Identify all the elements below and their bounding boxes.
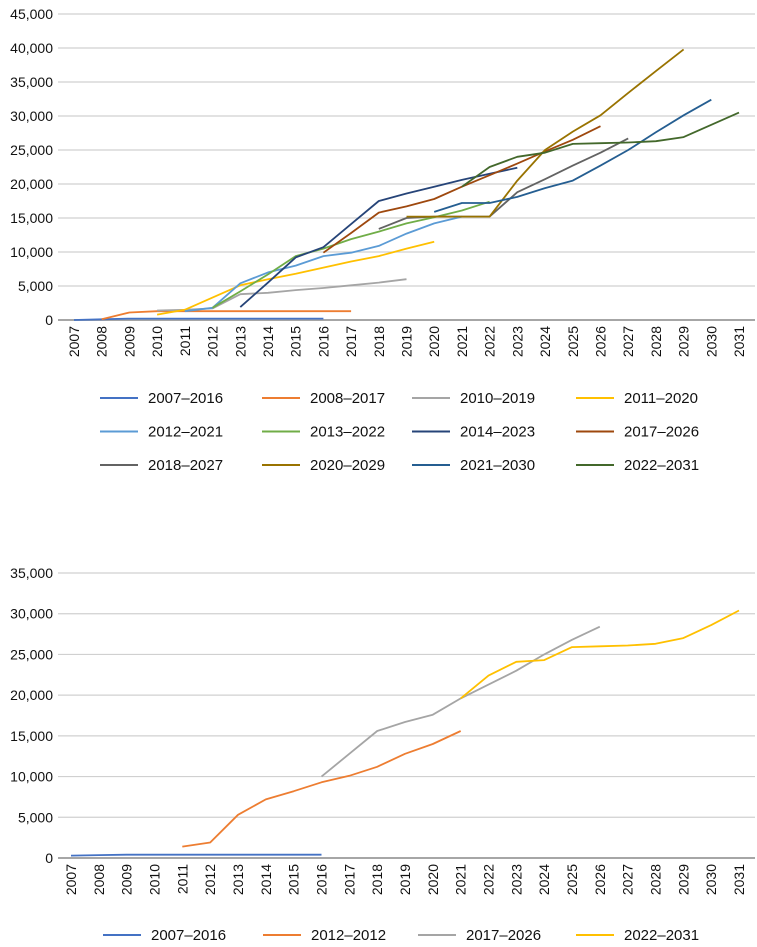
x-tick-label: 2017: [343, 326, 359, 357]
legend-label: 2008–2017: [310, 390, 385, 407]
x-tick-label: 2011: [177, 326, 193, 356]
x-tick-label: 2025: [564, 864, 580, 895]
x-tick-label: 2015: [286, 864, 302, 895]
x-tick-label: 2018: [369, 864, 385, 895]
x-tick-label: 2019: [399, 326, 415, 357]
x-tick-label: 2026: [592, 326, 608, 357]
x-tick-label: 2021: [454, 326, 470, 357]
legend-label: 2011–2020: [624, 390, 698, 407]
x-tick-label: 2031: [731, 326, 747, 357]
y-tick-label: 20,000: [10, 176, 53, 192]
x-tick-label: 2027: [620, 326, 636, 357]
y-tick-label: 20,000: [10, 687, 53, 703]
series-line-2012-2021: [184, 215, 463, 313]
y-tick-label: 0: [45, 312, 53, 328]
x-tick-label: 2021: [453, 864, 469, 895]
y-tick-label: 25,000: [10, 142, 53, 158]
x-tick-label: 2020: [425, 864, 441, 895]
x-tick-label: 2012: [205, 326, 221, 357]
x-tick-label: 2009: [119, 864, 135, 895]
legend-label: 2014–2023: [460, 424, 535, 441]
x-tick-label: 2022: [482, 326, 498, 357]
x-tick-label: 2027: [620, 864, 636, 895]
x-tick-label: 2022: [481, 864, 497, 895]
x-tick-label: 2031: [731, 864, 747, 895]
y-tick-label: 0: [45, 850, 53, 866]
x-tick-label: 2016: [315, 326, 331, 357]
legend-label: 2010–2019: [460, 390, 535, 407]
x-tick-label: 2014: [260, 326, 276, 357]
series-line-2008-2017: [101, 310, 352, 321]
series-line-2013-2022: [212, 200, 490, 309]
series-line-2014-2023: [239, 166, 518, 308]
x-tick-label: 2007: [66, 326, 82, 357]
x-tick-label: 2030: [703, 326, 719, 357]
x-tick-label: 2029: [676, 326, 692, 357]
x-tick-label: 2024: [536, 864, 552, 895]
legend-label: 2007–2016: [151, 927, 226, 944]
x-tick-label: 2009: [121, 326, 137, 357]
x-tick-label: 2013: [230, 864, 246, 895]
y-tick-label: 5,000: [18, 278, 53, 294]
y-tick-label: 10,000: [10, 244, 53, 260]
series-line-2017-2026: [320, 625, 601, 778]
series-line-2007-2016: [70, 853, 322, 857]
x-tick-label: 2019: [397, 864, 413, 895]
x-tick-label: 2011: [174, 864, 190, 894]
x-tick-label: 2008: [91, 864, 107, 895]
x-tick-label: 2028: [648, 326, 664, 357]
series-line-2012-2012: [182, 730, 462, 848]
x-tick-label: 2010: [147, 864, 163, 895]
y-tick-label: 10,000: [10, 769, 53, 785]
x-tick-label: 2028: [648, 864, 664, 895]
x-tick-label: 2014: [258, 864, 274, 895]
series-line-2022-2031: [461, 111, 740, 188]
series-line-2021-2030: [433, 98, 712, 213]
y-tick-label: 35,000: [10, 565, 53, 581]
x-tick-label: 2030: [703, 864, 719, 895]
y-tick-label: 15,000: [10, 728, 53, 744]
legend-label: 2022–2031: [624, 457, 699, 474]
series-line-2007-2016: [73, 317, 324, 321]
x-tick-label: 2029: [675, 864, 691, 895]
legend-label: 2022–2031: [624, 927, 699, 944]
x-tick-label: 2024: [537, 326, 553, 357]
y-tick-label: 5,000: [18, 809, 53, 825]
legend-label: 2017–2026: [466, 927, 541, 944]
x-tick-label: 2013: [232, 326, 248, 357]
legend-label: 2017–2026: [624, 424, 699, 441]
x-tick-label: 2018: [371, 326, 387, 357]
legend-label: 2021–2030: [460, 457, 535, 474]
y-tick-label: 25,000: [10, 646, 53, 662]
legend-label: 2018–2027: [148, 457, 223, 474]
x-tick-label: 2008: [94, 326, 110, 357]
series-line-2011-2020: [156, 240, 435, 316]
series-line-2022-2031: [460, 609, 740, 700]
x-tick-label: 2026: [592, 864, 608, 895]
x-tick-label: 2017: [341, 864, 357, 895]
x-tick-label: 2010: [149, 326, 165, 357]
x-tick-label: 2025: [565, 326, 581, 357]
y-tick-label: 40,000: [10, 40, 53, 56]
y-tick-label: 30,000: [10, 606, 53, 622]
x-tick-label: 2007: [63, 864, 79, 895]
x-tick-label: 2016: [314, 864, 330, 895]
y-tick-label: 45,000: [10, 6, 53, 22]
legend-label: 2013–2022: [310, 424, 385, 441]
x-tick-label: 2023: [509, 326, 525, 357]
y-tick-label: 30,000: [10, 108, 53, 124]
y-tick-label: 15,000: [10, 210, 53, 226]
x-tick-label: 2020: [426, 326, 442, 357]
x-tick-label: 2012: [202, 864, 218, 895]
x-tick-label: 2015: [288, 326, 304, 357]
legend-label: 2012–2012: [311, 927, 386, 944]
series-line-2020-2029: [406, 48, 685, 218]
legend-label: 2012–2021: [148, 424, 223, 441]
legend-label: 2020–2029: [310, 457, 385, 474]
legend-label: 2007–2016: [148, 390, 223, 407]
y-tick-label: 35,000: [10, 74, 53, 90]
line-chart-top: 0 5,000 10,000 15,000 20,000 25,000 30,000 35,0…: [10, 6, 755, 474]
x-tick-label: 2023: [508, 864, 524, 895]
